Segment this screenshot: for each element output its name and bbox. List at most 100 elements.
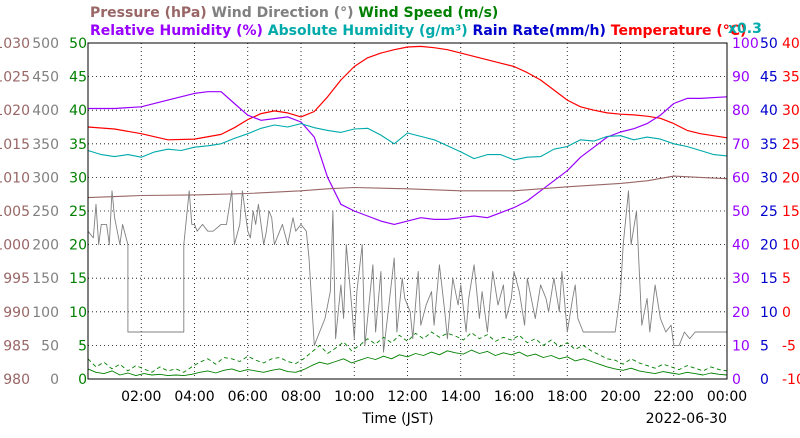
x-tick-label: 08:00	[281, 389, 321, 405]
y-axes: 9809859909951000100510101015102010251030…	[0, 36, 800, 388]
y-tick-label: 30	[782, 103, 800, 119]
x-tick-label: 04:00	[174, 389, 214, 405]
legend-entry: Wind Direction (°)	[207, 5, 354, 21]
grid-lines	[88, 43, 727, 379]
y-tick-label: 500	[32, 36, 59, 52]
y-tick-label: 45	[760, 70, 778, 86]
y-tick-label: 10	[782, 238, 800, 254]
legend-entry: Pressure (hPa)	[90, 5, 207, 21]
y-tick-label: 35	[760, 137, 778, 153]
y-tick-label: 400	[32, 103, 59, 119]
y-tick-label: 1005	[0, 204, 30, 220]
y-tick-label: 35	[69, 137, 87, 153]
y-tick-label: 20	[782, 170, 800, 186]
y-tick-label: 10	[732, 338, 750, 354]
legend-row: Relative Humidity (%) Absolute Humidity …	[90, 23, 746, 39]
x-axis-ticks: 02:00 04:00 06:00 08:00 10:00 12:00 14:00 16:00…	[121, 389, 747, 405]
y-tick-label: 60	[732, 170, 750, 186]
y-tick-label: 1030	[0, 36, 30, 52]
y-tick-label: 450	[32, 70, 59, 86]
y-tick-label: 300	[32, 170, 59, 186]
series-line	[87, 45, 728, 141]
y-tick-label: 5	[78, 338, 87, 354]
y-tick-label: 20	[69, 238, 87, 254]
y-tick-label: -5	[782, 338, 796, 354]
y-tick-label: 90	[732, 70, 750, 86]
series-line	[87, 349, 728, 377]
y-tick-label: 30	[760, 170, 778, 186]
y-tick-label: 50	[732, 204, 750, 220]
y-tick-label: 25	[782, 137, 800, 153]
y-tick-label: 0	[760, 372, 769, 388]
y-tick-label: 15	[760, 271, 778, 287]
x-tick-label: 14:00	[441, 389, 481, 405]
y-tick-label: 80	[732, 103, 750, 119]
y-tick-label: 980	[3, 372, 30, 388]
y-tick-label: 350	[32, 137, 59, 153]
y-tick-label: 20	[732, 305, 750, 321]
y-tick-label: 990	[3, 305, 30, 321]
x-tick-label: 10:00	[334, 389, 374, 405]
x-tick-label: 18:00	[547, 389, 587, 405]
y-tick-label: 200	[32, 238, 59, 254]
y-tick-label: 20	[760, 238, 778, 254]
plot-frame	[87, 42, 728, 380]
y-tick-label: 15	[782, 204, 800, 220]
y-tick-label: 45	[69, 70, 87, 86]
y-tick-label: 1025	[0, 70, 30, 86]
series-line	[87, 190, 727, 353]
y-tick-label: 50	[69, 36, 87, 52]
y-tick-label: 0	[732, 372, 741, 388]
series-line	[88, 91, 728, 225]
legend-entry: Temperature (°C)	[606, 23, 747, 39]
legend-entry: Wind Speed (m/s)	[354, 5, 499, 21]
date-label: 2022-06-30	[646, 411, 727, 427]
chart-header: Pressure (hPa) Wind Direction (°) Wind S…	[90, 5, 762, 39]
y-tick-label: 0	[78, 372, 87, 388]
x-tick-label: 00:00	[707, 389, 747, 405]
y-tick-label: 25	[760, 204, 778, 220]
y-tick-label: 995	[3, 271, 30, 287]
y-tick-label: 250	[32, 204, 59, 220]
scale-note: x0.3	[728, 21, 762, 37]
x-tick-label: 22:00	[654, 389, 694, 405]
y-tick-label: 50	[41, 338, 59, 354]
y-tick-label: 15	[69, 271, 87, 287]
y-tick-label: 10	[760, 305, 778, 321]
legend-entry: Relative Humidity (%)	[90, 23, 263, 39]
legend-row: Pressure (hPa) Wind Direction (°) Wind S…	[90, 5, 498, 21]
x-tick-label: 16:00	[494, 389, 534, 405]
series-line	[87, 175, 728, 199]
x-tick-label: 20:00	[600, 389, 640, 405]
y-tick-label: 5	[760, 338, 769, 354]
y-tick-label: 40	[732, 238, 750, 254]
y-tick-label: 0	[782, 305, 791, 321]
y-tick-label: 30	[69, 170, 87, 186]
x-tick-label: 12:00	[387, 389, 427, 405]
x-tick-label: 02:00	[121, 389, 161, 405]
x-axis-label: Time (JST)	[361, 411, 433, 427]
y-tick-label: 1010	[0, 170, 30, 186]
y-tick-label: 50	[760, 36, 778, 52]
y-tick-label: 30	[732, 271, 750, 287]
y-tick-label: 25	[69, 204, 87, 220]
y-tick-label: 35	[782, 70, 800, 86]
y-tick-label: 70	[732, 137, 750, 153]
y-tick-label: 5	[782, 271, 791, 287]
series-line	[87, 123, 728, 161]
legend-entry: Absolute Humidity (g/m³)	[263, 23, 468, 39]
y-tick-label: 40	[782, 36, 800, 52]
y-tick-label: 985	[3, 338, 30, 354]
y-tick-label: 40	[760, 103, 778, 119]
y-tick-label: 10	[69, 305, 87, 321]
y-tick-label: 0	[50, 372, 59, 388]
legend-entry: Rain Rate(mm/h)	[468, 23, 606, 39]
y-tick-label: 100	[32, 305, 59, 321]
y-tick-label: 100	[732, 36, 759, 52]
